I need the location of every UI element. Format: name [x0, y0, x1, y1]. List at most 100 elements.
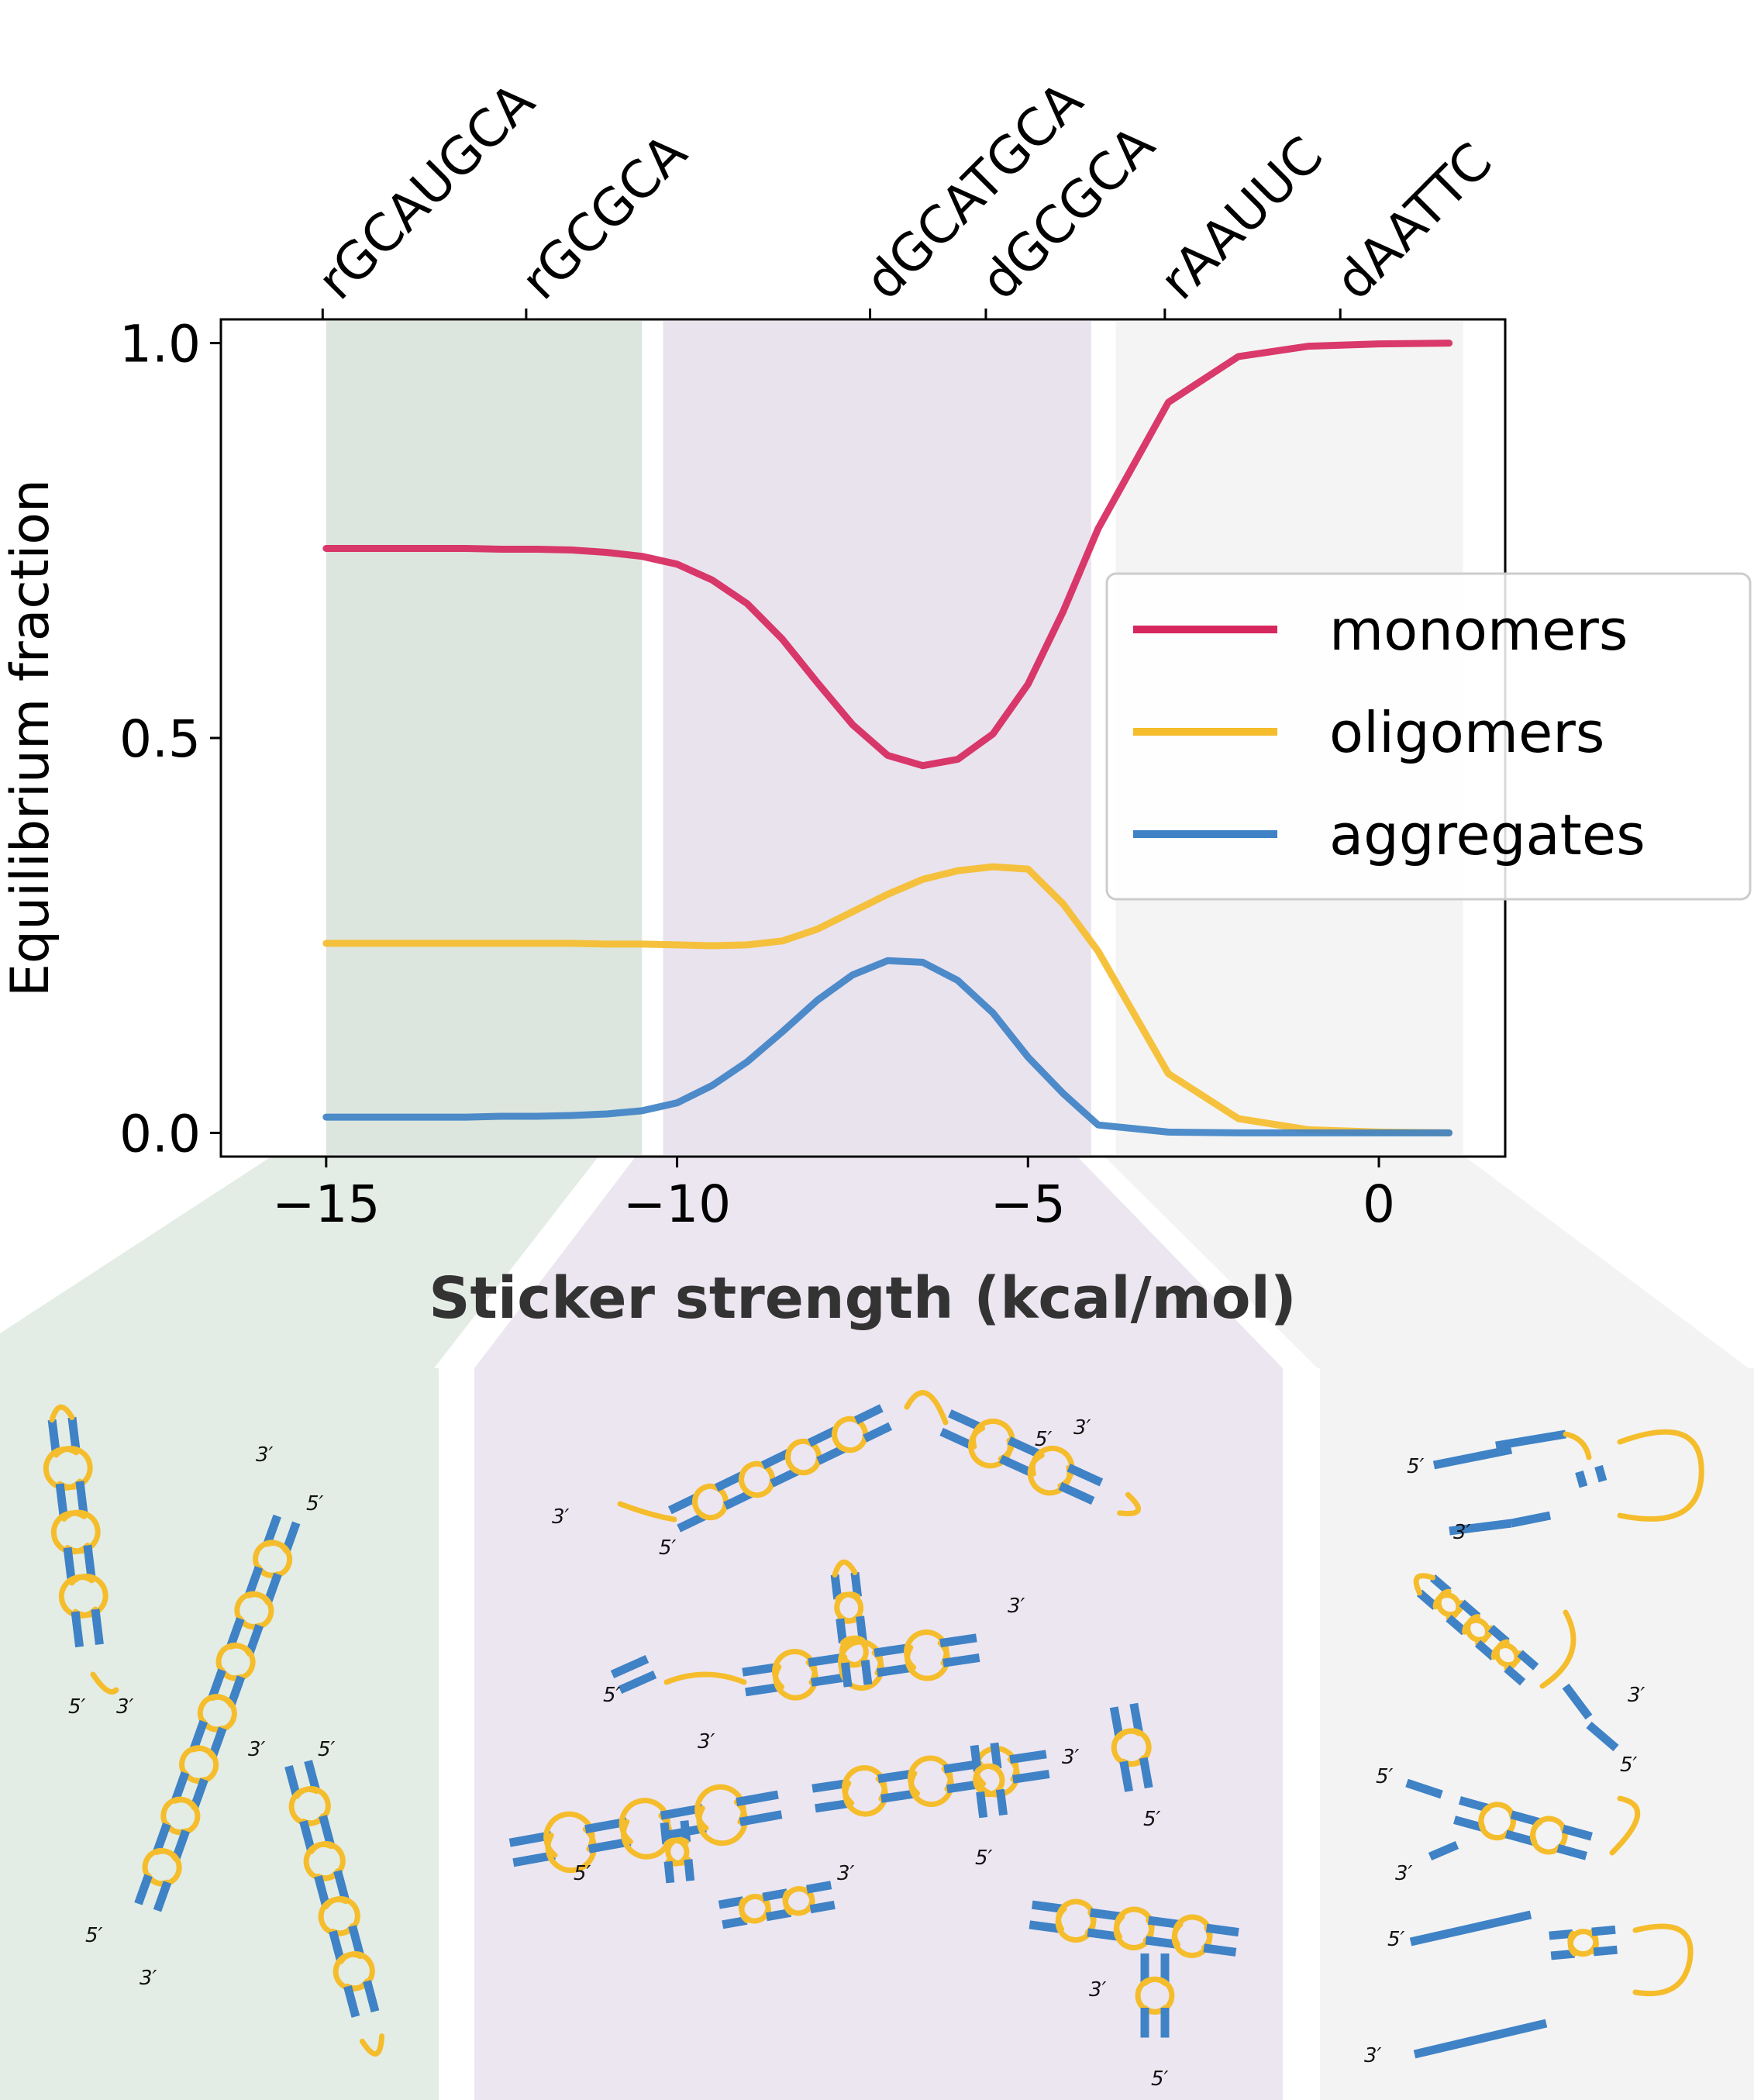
- stem-bar: [762, 1888, 788, 1902]
- y-tick-label: 1.0: [119, 315, 201, 374]
- loop-strand: [545, 1826, 597, 1874]
- x-tick-label: −10: [623, 1174, 731, 1234]
- loop-strand: [90, 1671, 119, 1695]
- stem-bar: [1413, 2019, 1548, 2059]
- stem-bar: [806, 1881, 832, 1894]
- strand-end-label: 3′: [1395, 1862, 1413, 1885]
- strand-end-label: 3′: [1062, 1746, 1080, 1769]
- loop-strand: [1617, 1429, 1704, 1522]
- x-axis-ticks: −15 −10 −5 0: [272, 1157, 1395, 1234]
- strand-end-label: 3′: [837, 1862, 855, 1885]
- stem-bar: [995, 1788, 1008, 1816]
- loop-strand: [197, 1694, 234, 1733]
- stem-bar: [153, 1881, 172, 1912]
- loop-strand: [43, 1446, 83, 1491]
- legend-label-aggregates: aggregates: [1329, 802, 1645, 867]
- stem-bar: [245, 1624, 264, 1656]
- stem-bar: [1487, 1625, 1510, 1646]
- stem-bar: [264, 1572, 282, 1604]
- stem-bar: [1517, 1650, 1539, 1671]
- loop-strand: [1563, 1431, 1592, 1460]
- top-tick-label: dAATTC: [1324, 132, 1504, 312]
- stem-bar: [91, 1609, 104, 1645]
- loop-strand: [1435, 1588, 1465, 1618]
- funnel-intermediate: [474, 1157, 1283, 1368]
- stem-bar: [1586, 1721, 1619, 1752]
- stem-bar: [663, 1860, 675, 1884]
- intermediate-sticker-panel: [474, 1368, 1283, 2100]
- loop-strand: [785, 1440, 822, 1476]
- stem-bar: [363, 1980, 380, 2013]
- loop-strand: [1135, 1976, 1168, 2015]
- strand-end-label: 3′: [1628, 1684, 1645, 1707]
- stem-bar: [1409, 1910, 1532, 1947]
- stem-bar: [299, 1819, 316, 1853]
- stem-bar: [153, 1822, 171, 1854]
- stem-bar: [1549, 1929, 1573, 1940]
- stem-bar: [1119, 1760, 1133, 1792]
- loop-strand: [234, 1591, 271, 1629]
- stem-bar: [1495, 1429, 1566, 1450]
- loop-strand: [738, 1894, 771, 1924]
- loop-strand: [1609, 1795, 1641, 1856]
- x-tick-label: −5: [991, 1174, 1066, 1234]
- legend: monomers oligomers aggregates: [1105, 572, 1752, 901]
- loop-strand: [973, 1763, 1003, 1797]
- legend-label-monomers: monomers: [1329, 598, 1628, 663]
- stem-bar: [1459, 1599, 1481, 1620]
- series-line-oligomers: [322, 863, 1453, 1136]
- stem-bar: [304, 1760, 321, 1793]
- stem-bar: [1145, 1936, 1179, 1949]
- series-line-aggregates: [322, 957, 1453, 1136]
- strand-end-label: 5′: [659, 1536, 677, 1560]
- stem-bar: [736, 1790, 779, 1807]
- stem-bar: [1504, 1665, 1526, 1686]
- legend-label-oligomers: oligomers: [1329, 700, 1604, 765]
- stem-bar: [1458, 1796, 1490, 1812]
- loop-strand: [1529, 1819, 1568, 1855]
- stem-bar: [667, 1494, 698, 1515]
- loop-strand: [318, 1896, 356, 1936]
- stem-bar: [1449, 1519, 1512, 1536]
- stem-bar: [1556, 1843, 1588, 1860]
- loop-strand: [50, 1510, 91, 1555]
- strand-end-label: 5′: [1376, 1765, 1394, 1788]
- loop-strand: [253, 1540, 289, 1578]
- stem-bar: [134, 1874, 153, 1905]
- stem-bar: [1009, 1750, 1047, 1764]
- stem-bar: [1012, 1770, 1050, 1784]
- stem-bar: [976, 1791, 988, 1819]
- strand-end-label: 3′: [1073, 1416, 1091, 1440]
- stem-bar: [1474, 1640, 1497, 1660]
- loop-strand: [1465, 1614, 1494, 1643]
- stem-bar: [1562, 1683, 1593, 1720]
- strand-end-label: 5′: [318, 1738, 336, 1761]
- stem-bar: [1446, 1615, 1468, 1636]
- stem-bar: [765, 1908, 792, 1922]
- stem-bar: [660, 1822, 671, 1845]
- stem-bar: [942, 1653, 980, 1667]
- stem-bar: [244, 1566, 264, 1598]
- stem-bar: [860, 1660, 873, 1685]
- stem-bar: [1147, 1916, 1181, 1929]
- stem-bar: [684, 1859, 695, 1881]
- stem-bar: [809, 1900, 836, 1914]
- loop-strand: [1632, 1923, 1694, 1997]
- loop-strand: [1171, 1922, 1212, 1958]
- stem-bar: [284, 1764, 302, 1798]
- stem-bar: [1575, 1471, 1588, 1488]
- stem-bar: [190, 1778, 208, 1809]
- loop-strand: [739, 1462, 776, 1498]
- loop-strand: [288, 1786, 326, 1826]
- stem-bar: [856, 1616, 867, 1641]
- stem-bar: [1405, 1778, 1443, 1799]
- loop-strand: [179, 1745, 215, 1784]
- strand-end-label: 3′: [1089, 1978, 1107, 2002]
- top-tick-label: rGCAUGCA: [306, 71, 546, 311]
- stem-bar: [770, 1467, 800, 1488]
- loop-strand: [333, 1951, 370, 1991]
- stem-bar: [263, 1514, 281, 1546]
- stem-bar: [1205, 1923, 1239, 1937]
- loop-strand: [839, 1635, 868, 1667]
